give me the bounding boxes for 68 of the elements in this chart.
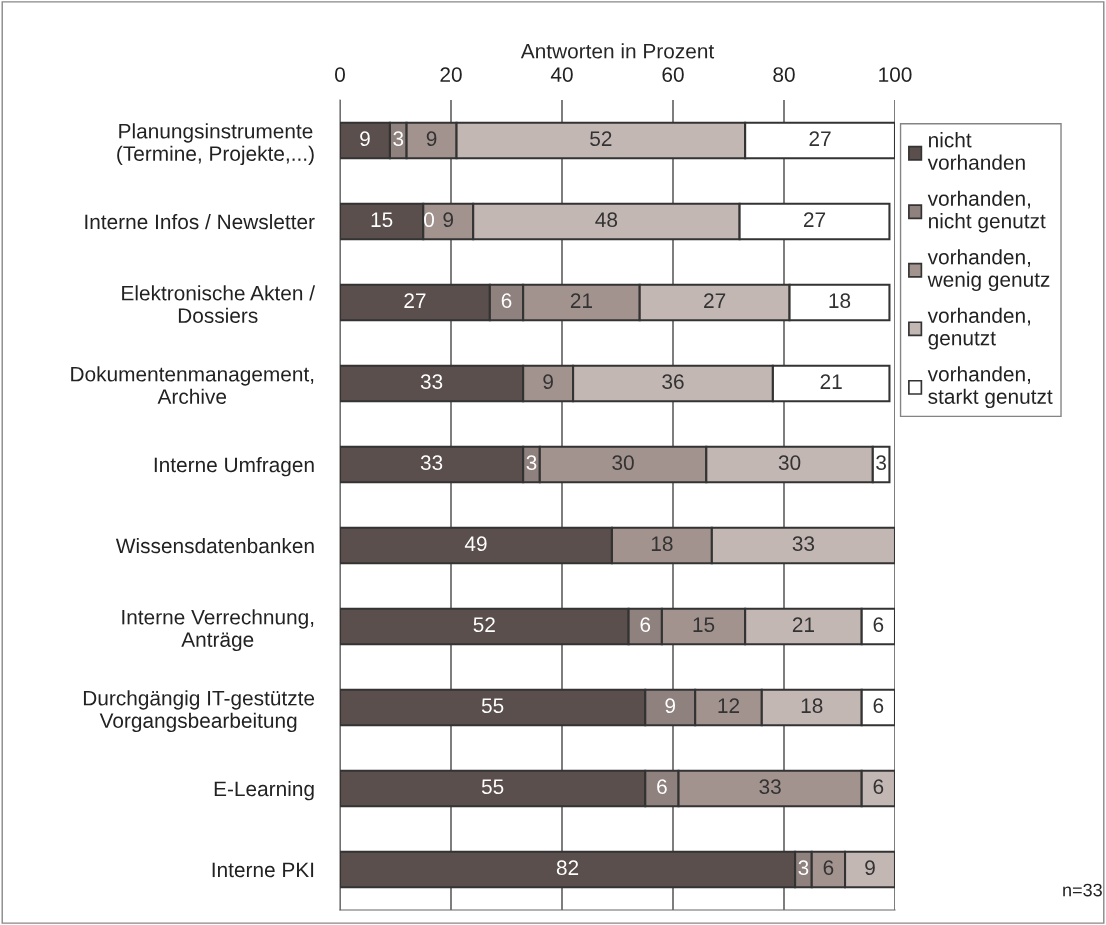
x-tick-label: 60	[662, 67, 684, 82]
data-label: 6	[640, 617, 651, 633]
data-label: 48	[595, 212, 618, 228]
x-axis-title: Antworten in Prozent	[520, 43, 715, 59]
data-label: 27	[704, 293, 726, 308]
data-label: 9	[865, 860, 875, 876]
data-label: 9	[665, 698, 676, 714]
y-tick-label: Interne Umfragen	[154, 456, 314, 477]
data-label: 6	[501, 293, 512, 309]
y-tick-label: Planungsinstrumente (Termine, Projekte,...)	[117, 123, 314, 166]
data-label: 18	[829, 293, 851, 309]
x-tick-label: 20	[440, 67, 462, 82]
data-label: 27	[404, 293, 426, 308]
data-label: 55	[481, 779, 504, 795]
y-tick-label: Interne Infos / Newsletter	[85, 213, 315, 230]
data-label: 15	[693, 617, 715, 633]
data-label: 6	[873, 617, 884, 633]
data-label: 15	[371, 212, 393, 228]
x-tick-label: 80	[773, 67, 795, 82]
y-tick-label: Interne PKI	[212, 862, 314, 878]
data-label: 9	[426, 131, 437, 147]
data-label: 21	[570, 293, 592, 308]
data-label: 9	[360, 131, 370, 147]
legend-label: vorhanden, nicht genutzt	[927, 190, 1046, 233]
y-tick-label: Interne Verrechnung, Anträge	[122, 609, 314, 652]
data-label: 3	[798, 860, 809, 876]
data-label: 21	[792, 617, 814, 632]
data-label: 9	[443, 212, 454, 228]
y-tick-label: Elektronische Akten / Dossiers	[122, 285, 316, 323]
data-label: 30	[778, 455, 801, 471]
y-tick-label: Dokumentenmanagement, Archive	[71, 366, 314, 404]
data-label: 33	[759, 779, 781, 795]
x-tick-label: 40	[550, 67, 573, 82]
data-label: 9	[543, 374, 553, 390]
x-tick-label: 100	[879, 67, 912, 82]
y-tick-label: Wissensdatenbanken	[115, 537, 314, 554]
data-label: 3	[876, 455, 886, 471]
legend-label: vorhanden, genutzt	[927, 307, 1031, 350]
data-label: 33	[792, 536, 815, 552]
data-label: 6	[873, 779, 884, 795]
y-tick-label: E-Learning	[214, 780, 314, 801]
legend-label: vorhanden, wenig genutz	[927, 249, 1050, 292]
data-label: 49	[464, 536, 487, 552]
data-label: 52	[590, 131, 612, 147]
data-label: 12	[718, 698, 740, 713]
data-label: 33	[420, 455, 443, 471]
data-label: 6	[873, 698, 884, 714]
data-label: 18	[801, 698, 823, 714]
data-label: 33	[420, 374, 443, 390]
data-label: 27	[803, 212, 826, 227]
data-label: 18	[651, 536, 673, 552]
data-label: 36	[662, 374, 684, 390]
data-label: 6	[823, 860, 834, 876]
data-label: 30	[612, 455, 634, 471]
data-label: 3	[526, 455, 537, 471]
data-label: 55	[481, 698, 504, 714]
data-label: 6	[657, 779, 667, 795]
annotation: 0	[424, 212, 435, 228]
data-label: 21	[820, 374, 842, 389]
data-label: 52	[473, 617, 495, 633]
legend-label: nicht vorhanden	[927, 132, 1025, 170]
data-label: 27	[809, 131, 831, 146]
text: n=33	[1063, 883, 1102, 897]
x-tick-label: 0	[335, 67, 345, 82]
data-label: 82	[556, 860, 579, 876]
legend-label: vorhanden, starkt genutzt	[927, 366, 1053, 409]
y-tick-label: Durchgängig IT-gestützte Vorgangsbearbeitung	[83, 690, 315, 733]
data-label: 3	[393, 131, 404, 147]
